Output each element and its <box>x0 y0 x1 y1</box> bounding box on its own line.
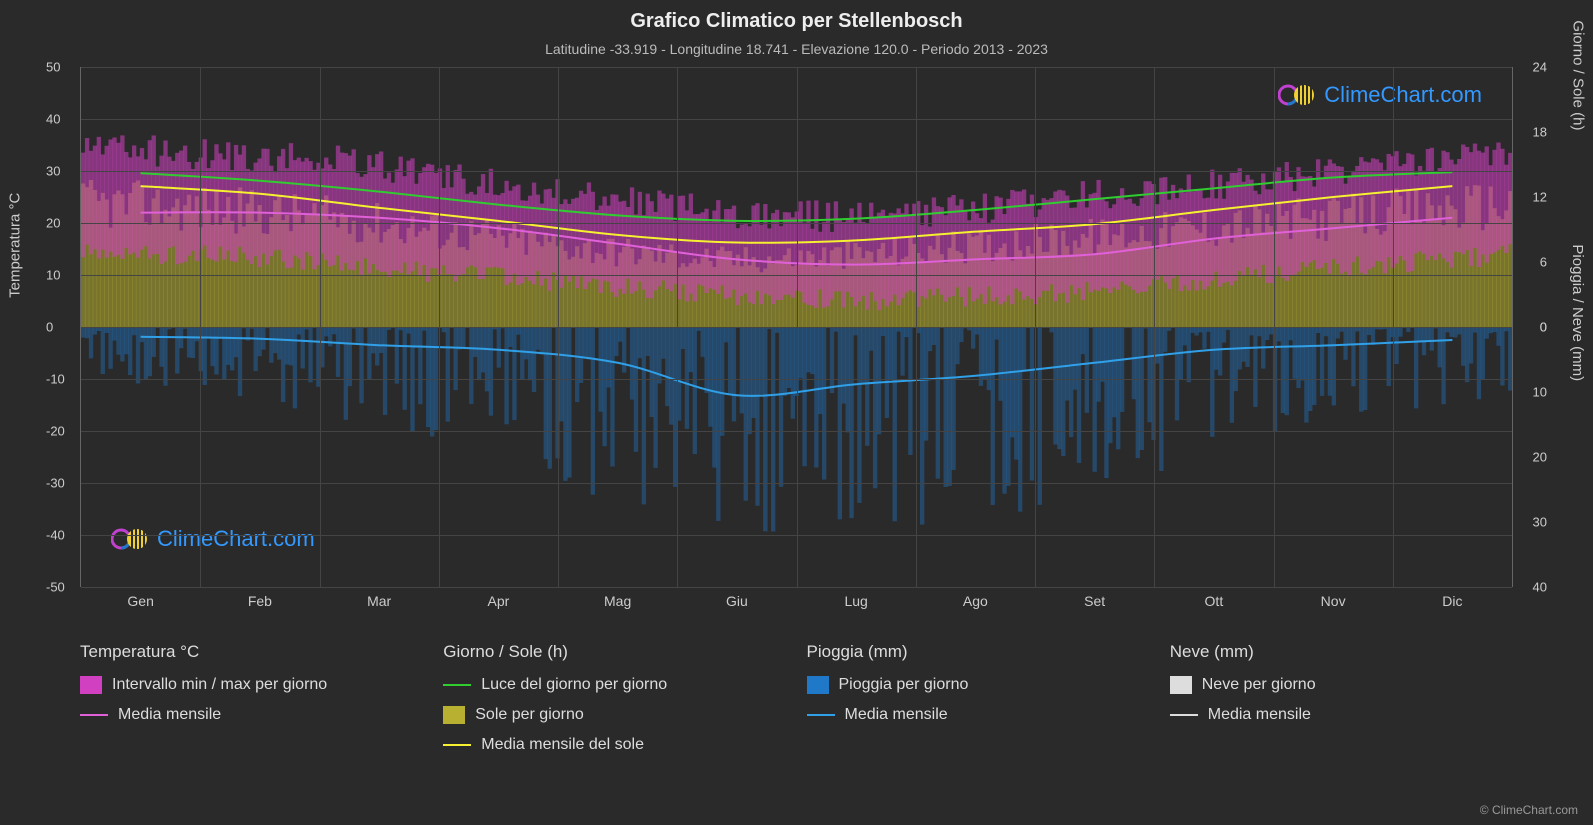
y-right-bottom-tick: 40 <box>1533 580 1547 595</box>
y-left-tick: -10 <box>46 372 65 387</box>
legend-item: Neve per giorno <box>1170 676 1513 694</box>
x-tick: Gen <box>127 593 153 609</box>
gridline-v <box>439 67 440 587</box>
legend-item: Sole per giorno <box>443 706 786 724</box>
legend-column: Giorno / Sole (h) Luce del giorno per gio… <box>443 642 786 766</box>
copyright: © ClimeChart.com <box>1480 803 1578 817</box>
chart-subtitle: Latitudine -33.919 - Longitudine 18.741 … <box>0 41 1593 57</box>
gridline-v <box>916 67 917 587</box>
gridline-v <box>200 67 201 587</box>
y-right-top-tick: 6 <box>1540 255 1547 270</box>
y-left-axis-label: Temperatura °C <box>7 193 24 298</box>
gridline-v <box>797 67 798 587</box>
legend-label: Media mensile <box>118 706 221 724</box>
y-right-bottom-axis-label: Pioggia / Neve (mm) <box>1570 244 1587 381</box>
legend-line-icon <box>80 714 108 716</box>
gridline-v <box>558 67 559 587</box>
y-left-tick: 20 <box>46 216 60 231</box>
x-tick: Ago <box>963 593 988 609</box>
legend-item: Media mensile <box>807 706 1150 724</box>
legend-item: Pioggia per giorno <box>807 676 1150 694</box>
y-left-tick: 40 <box>46 112 60 127</box>
y-right-bottom-tick: 30 <box>1533 515 1547 530</box>
x-tick: Apr <box>487 593 509 609</box>
legend: Temperatura °C Intervallo min / max per g… <box>0 617 1593 766</box>
y-right-bottom-tick: 20 <box>1533 450 1547 465</box>
logo-text: ClimeChart.com <box>157 526 315 552</box>
gridline-h <box>81 587 1512 588</box>
x-tick: Nov <box>1321 593 1346 609</box>
legend-header: Neve (mm) <box>1170 642 1513 662</box>
gridline-v <box>677 67 678 587</box>
y-left-tick: -40 <box>46 528 65 543</box>
y-left-tick: -50 <box>46 580 65 595</box>
gridline-v <box>1035 67 1036 587</box>
legend-line-icon <box>443 684 471 686</box>
y-left-tick: 0 <box>46 320 53 335</box>
logo-top-right: ClimeChart.com <box>1278 82 1482 108</box>
x-tick: Lug <box>844 593 867 609</box>
legend-header: Temperatura °C <box>80 642 423 662</box>
legend-swatch-icon <box>807 676 829 694</box>
x-tick: Dic <box>1442 593 1462 609</box>
legend-swatch-icon <box>80 676 102 694</box>
legend-line-icon <box>807 714 835 716</box>
legend-header: Pioggia (mm) <box>807 642 1150 662</box>
legend-item: Media mensile del sole <box>443 736 786 754</box>
legend-column: Temperatura °C Intervallo min / max per g… <box>80 642 423 766</box>
legend-label: Media mensile <box>1208 706 1311 724</box>
x-tick: Giu <box>726 593 748 609</box>
legend-label: Media mensile del sole <box>481 736 644 754</box>
legend-item: Luce del giorno per giorno <box>443 676 786 694</box>
y-right-top-tick: 12 <box>1533 190 1547 205</box>
y-right-top-tick: 24 <box>1533 60 1547 75</box>
legend-item: Media mensile <box>80 706 423 724</box>
y-left-tick: 30 <box>46 164 60 179</box>
legend-label: Media mensile <box>845 706 948 724</box>
chart-container: Grafico Climatico per Stellenbosch Latit… <box>0 0 1593 825</box>
legend-item: Media mensile <box>1170 706 1513 724</box>
y-right-bottom-tick: 10 <box>1533 385 1547 400</box>
y-right-bottom-tick: 0 <box>1540 320 1547 335</box>
legend-label: Intervallo min / max per giorno <box>112 676 327 694</box>
legend-column: Neve (mm) Neve per giorno Media mensile <box>1170 642 1513 766</box>
legend-label: Pioggia per giorno <box>839 676 969 694</box>
legend-item: Intervallo min / max per giorno <box>80 676 423 694</box>
x-tick: Mag <box>604 593 631 609</box>
gridline-v <box>320 67 321 587</box>
logo-bottom-left: ClimeChart.com <box>111 526 315 552</box>
logo-icon <box>111 527 151 551</box>
logo-icon <box>1278 83 1318 107</box>
x-tick: Feb <box>248 593 272 609</box>
x-tick: Ott <box>1205 593 1224 609</box>
gridline-v <box>1274 67 1275 587</box>
y-right-top-tick: 18 <box>1533 125 1547 140</box>
chart-zone: Temperatura °C Giorno / Sole (h) Pioggia… <box>60 67 1533 617</box>
y-right-top-axis-label: Giorno / Sole (h) <box>1570 20 1587 130</box>
gridline-v <box>1393 67 1394 587</box>
legend-swatch-icon <box>443 706 465 724</box>
gridline-v <box>1154 67 1155 587</box>
legend-column: Pioggia (mm) Pioggia per giorno Media mens… <box>807 642 1150 766</box>
plot-area: ClimeChart.com ClimeChart.com -50-4 <box>80 67 1513 587</box>
x-tick: Mar <box>367 593 391 609</box>
chart-title: Grafico Climatico per Stellenbosch <box>0 10 1593 33</box>
y-left-tick: -20 <box>46 424 65 439</box>
x-tick: Set <box>1084 593 1105 609</box>
legend-header: Giorno / Sole (h) <box>443 642 786 662</box>
y-left-tick: -30 <box>46 476 65 491</box>
legend-line-icon <box>443 744 471 746</box>
y-left-tick: 10 <box>46 268 60 283</box>
legend-label: Luce del giorno per giorno <box>481 676 667 694</box>
legend-swatch-icon <box>1170 676 1192 694</box>
legend-label: Neve per giorno <box>1202 676 1316 694</box>
legend-line-icon <box>1170 714 1198 716</box>
logo-text: ClimeChart.com <box>1324 82 1482 108</box>
legend-label: Sole per giorno <box>475 706 584 724</box>
y-left-tick: 50 <box>46 60 60 75</box>
